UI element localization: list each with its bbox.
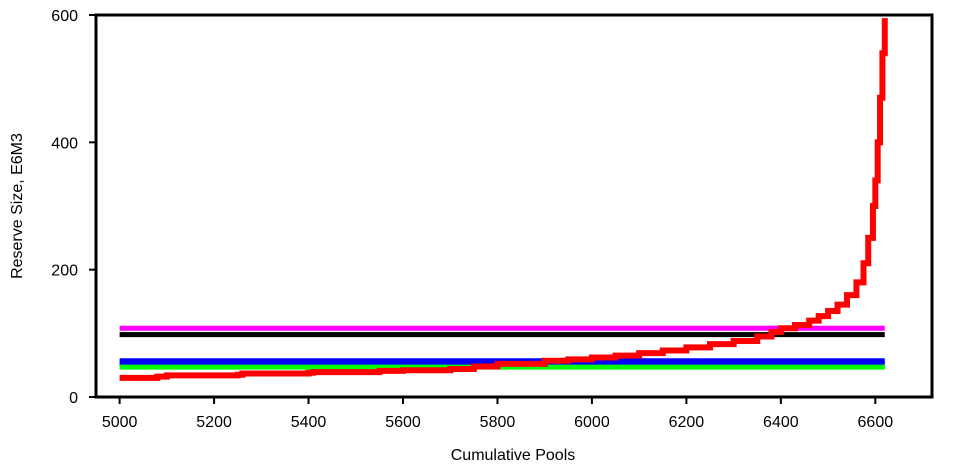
plot-area-frame (94, 13, 934, 399)
x-tick-label: 6000 (574, 414, 610, 431)
x-tick-label: 5200 (196, 414, 232, 431)
y-tick-label: 0 (69, 390, 78, 407)
x-tick-label: 6600 (858, 414, 894, 431)
y-axis-ticks: 0 200 400 600 (51, 8, 96, 407)
x-axis-title: Cumulative Pools (451, 447, 576, 464)
series-layer (119, 18, 888, 381)
x-tick-label: 5800 (480, 414, 516, 431)
x-tick-label: 5600 (385, 414, 421, 431)
x-axis-ticks: 5000 5200 5400 5600 5800 6000 6200 6400 6600 (102, 397, 893, 431)
x-tick-label: 5400 (291, 414, 327, 431)
y-tick-label: 600 (51, 8, 78, 25)
y-tick-label: 200 (51, 263, 78, 280)
y-axis-title: Reserve Size, E6M3 (9, 133, 26, 279)
x-tick-label: 5000 (102, 414, 138, 431)
x-tick-label: 6400 (763, 414, 799, 431)
x-tick-label: 6200 (669, 414, 705, 431)
series-line-0 (119, 18, 888, 381)
y-tick-label: 400 (51, 135, 78, 152)
